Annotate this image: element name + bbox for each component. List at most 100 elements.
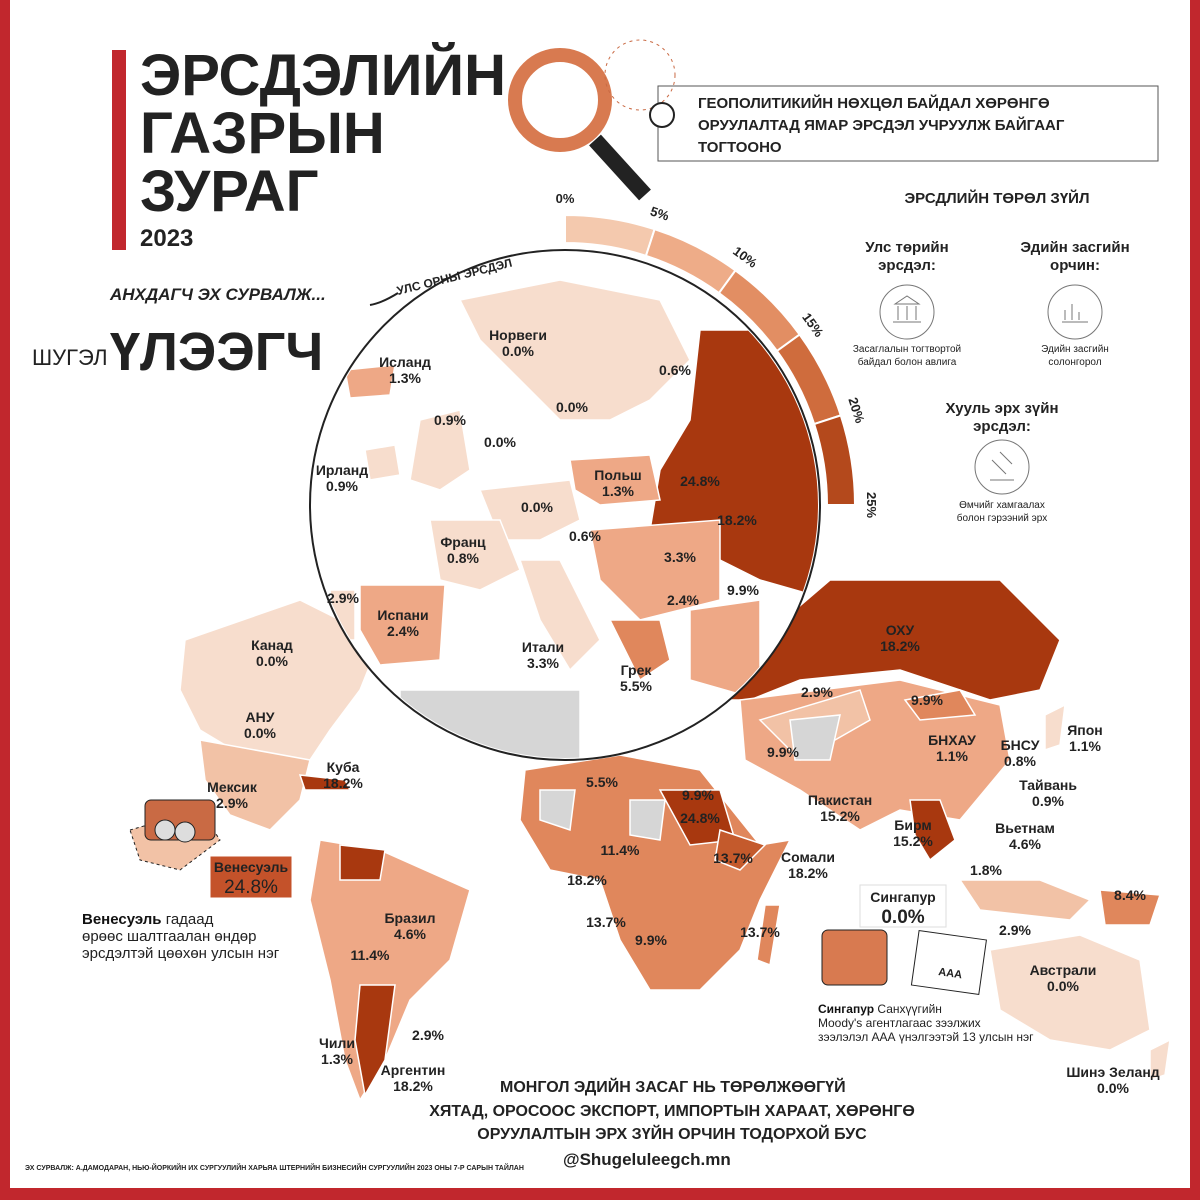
country-name: Франц bbox=[440, 534, 486, 550]
legend-title: ЭРСДЛИЙН ТӨРӨЛ ЗҮЙЛ bbox=[905, 189, 1090, 207]
country-name: Испани bbox=[377, 607, 428, 623]
country-name: Мексик bbox=[207, 779, 258, 795]
country-value: 18.2% bbox=[880, 638, 920, 654]
country-value: 4.6% bbox=[394, 926, 426, 942]
legend-item-title: эрсдэл: bbox=[878, 257, 936, 274]
country-value: 9.9% bbox=[635, 932, 667, 948]
country-value: 0.0% bbox=[556, 399, 588, 415]
scale-tick: 25% bbox=[864, 492, 879, 518]
subtitle: ТОГТООНО bbox=[698, 139, 782, 156]
country-value: 2.9% bbox=[216, 795, 248, 811]
note-line: Венесуэль гадаад bbox=[82, 911, 214, 928]
country-name: Аргентин bbox=[381, 1062, 446, 1078]
country-name: Норвеги bbox=[489, 327, 547, 343]
country-name: Ирланд bbox=[316, 462, 368, 478]
brand-small: ШУГЭЛ bbox=[32, 345, 108, 370]
country-value: 1.3% bbox=[602, 483, 634, 499]
country-value: 15.2% bbox=[820, 808, 860, 824]
country-value: 0.9% bbox=[434, 412, 466, 428]
country-value: 0.0% bbox=[244, 725, 276, 741]
country-value: 0.8% bbox=[1004, 753, 1036, 769]
country-value: 2.4% bbox=[667, 592, 699, 608]
country-value: 24.8% bbox=[680, 810, 720, 826]
country-name: Шинэ Зеланд bbox=[1066, 1064, 1159, 1080]
country-value: 0.6% bbox=[569, 528, 601, 544]
country-value: 9.9% bbox=[727, 582, 759, 598]
subtitle: ОРУУЛАЛТАД ЯМАР ЭРСДЭЛ УЧРУУЛЖ БАЙГААГ bbox=[698, 116, 1065, 134]
wallet-icon bbox=[129, 799, 221, 871]
country-value: 18.2% bbox=[323, 775, 363, 791]
highlight-name: Венесуэль bbox=[214, 859, 289, 875]
highlight-value: 0.0% bbox=[881, 907, 924, 928]
country-value: 18.2% bbox=[717, 512, 757, 528]
title-bar bbox=[112, 50, 126, 250]
highlight-name: Сингапур bbox=[870, 889, 935, 905]
frame-left bbox=[0, 0, 10, 1200]
country-value: 5.5% bbox=[586, 774, 618, 790]
country-name: БНХАУ bbox=[928, 732, 976, 748]
note-line: өрөөс шалтгаалан өндөр bbox=[82, 928, 256, 945]
country-name: Куба bbox=[327, 759, 360, 775]
country-value: 2.9% bbox=[327, 590, 359, 606]
country-value: 1.3% bbox=[389, 370, 421, 386]
country-value: 11.4% bbox=[601, 842, 640, 858]
country-value: 0.9% bbox=[326, 478, 358, 494]
country-value: 18.2% bbox=[567, 872, 607, 888]
world-map bbox=[179, 579, 1171, 1102]
title-line: ГАЗРЫН bbox=[140, 101, 385, 166]
year: 2023 bbox=[140, 225, 193, 252]
scale-arrow bbox=[369, 292, 399, 306]
scale-segment bbox=[812, 414, 857, 506]
handle: @Shugeluleegch.mn bbox=[563, 1150, 731, 1169]
country-value: 3.3% bbox=[664, 549, 696, 565]
title-line: ЗУРАГ bbox=[140, 159, 319, 224]
country-value: 8.4% bbox=[1114, 887, 1146, 903]
legend-item-title: Эдийн засгийн bbox=[1020, 239, 1129, 256]
legend-item-title: Хууль эрх зүйн bbox=[945, 400, 1058, 417]
country-name: Сомали bbox=[781, 849, 835, 865]
note-lead: Сингапур bbox=[818, 1002, 874, 1016]
country-value: 0.0% bbox=[1047, 978, 1079, 994]
country-name: Чили bbox=[319, 1035, 355, 1051]
brand-big: ҮЛЭЭГЧ bbox=[110, 322, 323, 382]
frame-right bbox=[1190, 0, 1200, 1200]
country-name: ОХУ bbox=[886, 622, 915, 638]
country-value: 0.0% bbox=[256, 653, 288, 669]
icon-label: AAA bbox=[938, 966, 963, 981]
country-value: 9.9% bbox=[767, 744, 799, 760]
country-value: 2.9% bbox=[801, 684, 833, 700]
country-value: 0.0% bbox=[1097, 1080, 1129, 1096]
country-name: Пакистан bbox=[808, 792, 872, 808]
footer-line: ХЯТАД, ОРОСООС ЭКСПОРТ, ИМПОРТЫН ХАРААТ,… bbox=[429, 1103, 915, 1120]
note-line: эрсдэлтэй цөөхөн улсын нэг bbox=[82, 945, 280, 962]
country-value: 3.3% bbox=[527, 655, 559, 671]
magnifier-icon bbox=[508, 39, 676, 201]
country-name: БНСУ bbox=[1001, 737, 1040, 753]
note-line: Сингапур Санхүүгийн bbox=[818, 1002, 942, 1016]
country-name: Канад bbox=[251, 637, 293, 653]
source: ЭХ СУРВАЛЖ: А.ДАМОДАРАН, НЬЮ-ЙОРКИЙН ИХ … bbox=[25, 1163, 524, 1172]
country-name: Грек bbox=[621, 662, 653, 678]
country-value: 1.1% bbox=[936, 748, 968, 764]
footer-line: МОНГОЛ ЭДИЙН ЗАСАГ НЬ ТӨРӨЛЖӨӨГҮЙ bbox=[500, 1077, 846, 1096]
country-value: 0.0% bbox=[484, 434, 516, 450]
country-value: 18.2% bbox=[393, 1078, 433, 1094]
legend-icons bbox=[879, 284, 1103, 495]
legend-item-title: Улс төрийн bbox=[865, 239, 948, 256]
country-name: Итали bbox=[522, 639, 564, 655]
country-name: Бразил bbox=[384, 910, 435, 926]
subtitle-box bbox=[657, 85, 1159, 162]
brand-tagline: АНХДАГЧ ЭХ СУРВАЛЖ... bbox=[109, 285, 326, 304]
texts: ЭРСДЭЛИЙН ГАЗРЫН ЗУРАГ 2023 ГЕОПОЛИТИКИЙ… bbox=[25, 43, 1089, 1172]
europe-inset bbox=[309, 249, 821, 761]
country-name: Исланд bbox=[379, 354, 431, 370]
highlight-value: 24.8% bbox=[224, 877, 278, 898]
legend-item-desc: байдал болон авлига bbox=[858, 356, 957, 368]
legend-item-title: эрсдэл: bbox=[973, 418, 1031, 435]
country-value: 9.9% bbox=[911, 692, 943, 708]
country-value: 0.9% bbox=[1032, 793, 1064, 809]
country-value: 1.3% bbox=[321, 1051, 353, 1067]
title-line: ЭРСДЭЛИЙН bbox=[140, 43, 506, 108]
country-value: 5.5% bbox=[620, 678, 652, 694]
footer-line: ОРУУЛАЛТЫН ЭРХ ЗҮЙН ОРЧИН ТОДОРХОЙ БУС bbox=[477, 1124, 867, 1143]
